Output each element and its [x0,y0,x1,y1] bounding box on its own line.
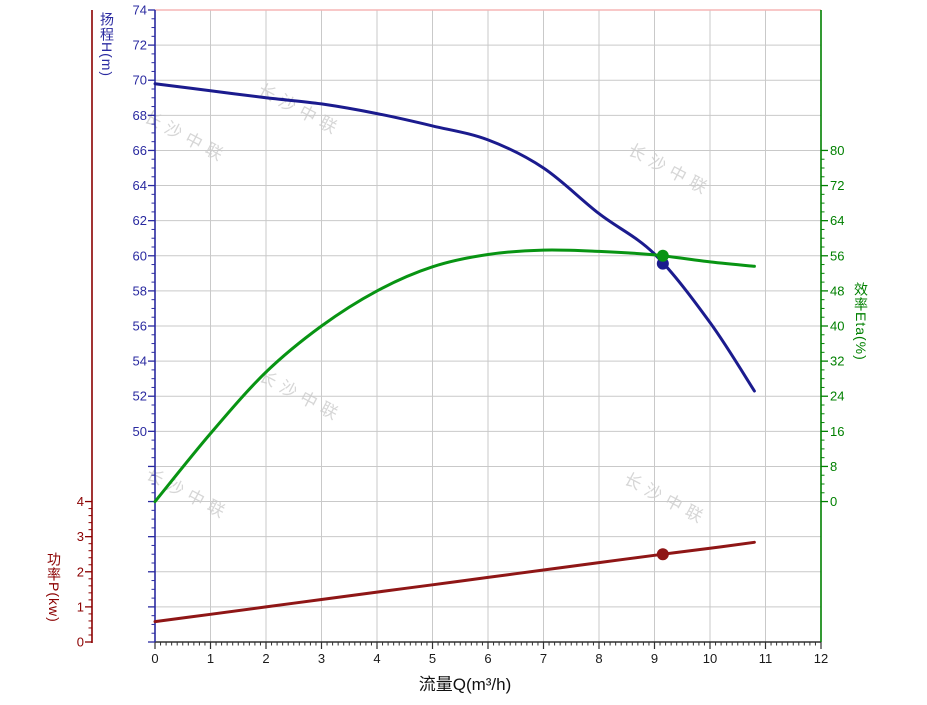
head-curve [153,82,756,393]
x-axis-tick-label: 7 [540,651,547,666]
x-axis-tick-label: 2 [262,651,269,666]
x-axis-tick-label: 10 [703,651,717,666]
eff-axis-tick-label: 72 [830,178,844,193]
eff-axis-tick-label: 0 [830,494,837,509]
power-axis-title: 功率P(kw) [46,552,62,623]
power-axis-tick-label: 0 [77,635,84,650]
head-axis-tick-label: 68 [133,108,147,123]
x-axis-tick-label: 8 [595,651,602,666]
efficiency-axis-title: 效率Eta(%) [853,282,869,361]
x-axis-tick-label: 11 [759,651,773,666]
head-axis-tick-label: 72 [133,38,147,53]
x-axis-tick-label: 5 [429,651,436,666]
x-axis-tick-label: 9 [651,651,658,666]
eff-axis-tick-label: 40 [830,319,844,334]
eff-axis-tick-label: 16 [830,424,844,439]
eff-axis-tick-label: 32 [830,354,844,369]
x-axis-tick-label: 1 [207,651,214,666]
eff-axis-tick-label: 8 [830,459,837,474]
power-axis-tick-label: 2 [77,564,84,579]
head-axis-tick-label: 58 [133,283,147,298]
x-axis-tick-label: 0 [151,651,158,666]
power-duty-point-marker[interactable] [656,548,669,561]
head-axis-tick-label: 60 [133,248,147,263]
power-axis-tick-label: 4 [77,494,84,509]
head-axis-tick-label: 70 [133,73,147,88]
eff-duty-point-marker[interactable] [656,249,669,262]
x-axis-tick-label: 4 [373,651,380,666]
power-axis-tick-label: 1 [77,599,84,614]
power-axis-tick-label: 3 [77,529,84,544]
head-axis-tick-label: 64 [133,178,147,193]
head-axis-tick-label: 52 [133,389,147,404]
eff-axis-tick-label: 24 [830,389,844,404]
x-axis-tick-label: 12 [814,651,828,666]
head-axis-tick-label: 66 [133,143,147,158]
efficiency-curve [153,248,756,504]
eff-axis-tick-label: 64 [830,213,844,228]
head-axis-tick-label: 56 [133,319,147,334]
head-axis-tick-label: 74 [133,3,147,18]
head-axis-tick-label: 54 [133,354,147,369]
head-axis-tick-label: 50 [133,424,147,439]
eff-axis-tick-label: 56 [830,248,844,263]
head-axis-title: 扬程H(m) [99,12,115,78]
x-axis-tick-label: 6 [484,651,491,666]
head-axis-tick-label: 62 [133,213,147,228]
eff-axis-tick-label: 48 [830,283,844,298]
flow-axis-title: 流量Q(m³/h) [418,675,512,694]
eff-axis-tick-label: 80 [830,143,844,158]
x-axis-tick-label: 3 [318,651,325,666]
